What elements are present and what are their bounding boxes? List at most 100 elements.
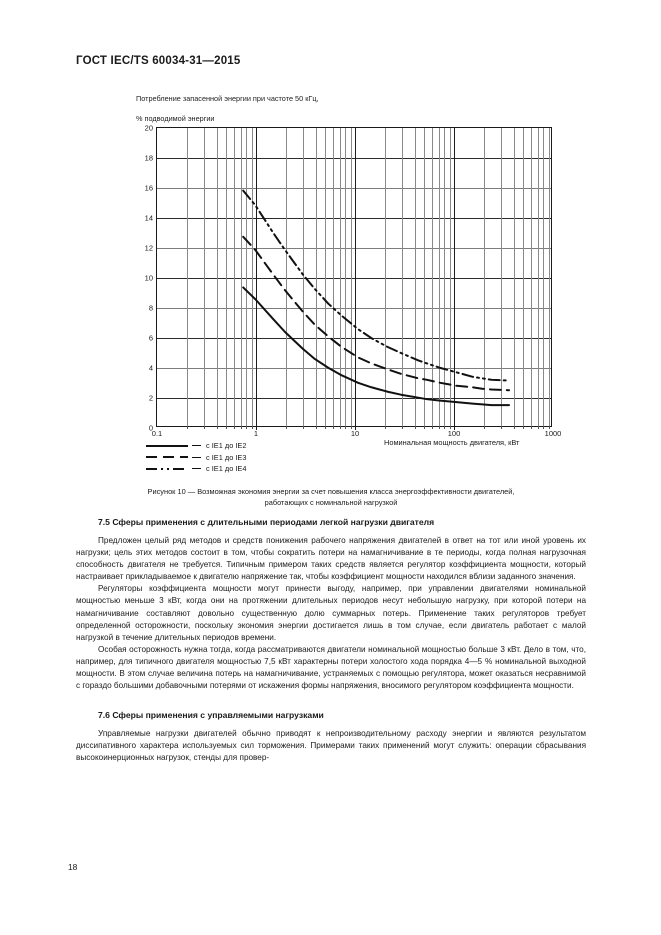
gridline-vertical [315, 128, 317, 426]
gridline-vertical [325, 128, 327, 426]
x-tick-mark [251, 426, 253, 429]
gridline-vertical [234, 128, 235, 426]
legend-label: с IE1 до IE3 [206, 452, 247, 462]
figure-10: Потребление запасенной энергии при часто… [136, 84, 562, 447]
gridline-vertical [226, 128, 228, 426]
gridline-vertical [204, 128, 206, 426]
x-tick-mark [414, 426, 416, 429]
x-tick-label: 10 [350, 429, 360, 438]
gridline-vertical [414, 128, 416, 426]
figure-caption-line1: Рисунок 10 — Возможная экономия энергии … [147, 487, 515, 496]
body-paragraph: Регуляторы коэффициента мощности могут п… [76, 584, 586, 642]
x-tick-label: 100 [447, 429, 461, 438]
gridline-vertical [501, 128, 503, 426]
page-header: ГОСТ IEC/TS 60034-31—2015 [76, 55, 241, 67]
x-tick-mark [444, 426, 446, 429]
section-heading: 7.6 Сферы применения с управляемыми нагр… [98, 710, 324, 721]
gridline-vertical [251, 128, 253, 426]
gridline-horizontal [157, 218, 551, 219]
gridline-vertical [345, 128, 347, 426]
x-tick-mark [543, 426, 545, 429]
chart-series-line [242, 189, 511, 382]
legend-separator-dash [192, 456, 201, 458]
gridline-horizontal [157, 398, 551, 399]
legend-label: с IE1 до IE2 [206, 441, 247, 450]
gridline-vertical [513, 128, 515, 426]
x-tick-label: 1 [253, 429, 259, 438]
gridline-vertical [402, 128, 404, 426]
y-tick-label: 14 [144, 213, 153, 223]
gridline-horizontal [157, 248, 551, 249]
gridline-vertical [246, 128, 248, 426]
gridline-vertical [186, 128, 188, 426]
gridline-vertical [543, 128, 545, 426]
gridline-vertical [531, 128, 532, 426]
gridline-vertical [432, 128, 433, 426]
x-tick-mark [432, 426, 433, 429]
y-tick-label: 12 [144, 243, 153, 253]
y-tick-label: 10 [144, 273, 153, 283]
x-tick-mark [234, 426, 235, 429]
x-axis-label: Номинальная мощность двигателя, кВт [384, 438, 520, 447]
x-tick-mark [501, 426, 503, 429]
chart-title-line2: % подводимой энергии [136, 114, 215, 123]
legend-line-sample [146, 453, 188, 461]
x-tick-mark [226, 426, 228, 429]
page-number: 18 [68, 862, 78, 872]
x-tick-mark [483, 426, 485, 429]
x-tick-mark [537, 426, 539, 429]
x-tick-mark [438, 426, 440, 429]
gridline-horizontal [157, 158, 551, 159]
y-tick-label: 18 [144, 153, 153, 163]
legend-separator-dash [192, 468, 201, 470]
gridline-horizontal [157, 278, 551, 279]
gridline-vertical [333, 128, 334, 426]
x-tick-mark [315, 426, 317, 429]
x-tick-mark [240, 426, 242, 429]
y-tick-label: 2 [148, 393, 153, 403]
body-paragraph: Управляемые нагрузки двигателей обычно п… [76, 729, 586, 763]
y-tick-label: 4 [148, 363, 153, 373]
legend-line-sample [146, 442, 188, 450]
gridline-horizontal [157, 368, 551, 369]
y-tick-label: 0 [148, 423, 153, 433]
legend-line-sample [146, 465, 188, 473]
chart-series-line [242, 286, 511, 407]
gridline-vertical [355, 128, 357, 426]
gridline-vertical [548, 128, 550, 426]
legend-item: с IE1 до IE2 [146, 440, 246, 452]
gridline-vertical [339, 128, 341, 426]
gridline-vertical [444, 128, 446, 426]
x-tick-mark [246, 426, 248, 429]
gridline-vertical [285, 128, 287, 426]
gridline-vertical [449, 128, 451, 426]
x-tick-label: 0.1 [151, 429, 163, 438]
body-paragraph: Предложен целый ряд методов и средств по… [76, 536, 586, 582]
x-tick-mark [333, 426, 334, 429]
x-tick-mark [513, 426, 515, 429]
chart-title-line1: Потребление запасенной энергии при часто… [136, 94, 319, 103]
x-tick-mark [531, 426, 532, 429]
figure-caption-line2: работающих с номинальной нагрузкой [264, 497, 398, 507]
gridline-vertical [216, 128, 218, 426]
x-tick-mark [339, 426, 341, 429]
x-tick-mark [204, 426, 206, 429]
gridline-vertical [438, 128, 440, 426]
y-tick-label: 20 [144, 123, 153, 133]
y-tick-label: 6 [148, 333, 153, 343]
x-tick-mark [186, 426, 188, 429]
legend-label: с IE1 до IE4 [206, 464, 247, 473]
gridline-horizontal [157, 188, 551, 189]
chart-curves [242, 189, 511, 407]
x-tick-mark [303, 426, 305, 429]
section-heading: 7.5 Сферы применения с длительными перио… [98, 517, 435, 527]
x-tick-mark [424, 426, 426, 429]
chart-title: Потребление запасенной энергии при часто… [136, 84, 556, 124]
gridline-vertical [256, 128, 258, 426]
x-tick-mark [454, 426, 455, 430]
chart-axes: 0 2 4 6 8 10 12 14 16 18 20 0.1 1 10 100 1000 [145, 124, 562, 439]
x-tick-label: 1000 [544, 429, 562, 438]
gridline-vertical [350, 128, 352, 426]
legend-separator-dash [192, 445, 201, 447]
